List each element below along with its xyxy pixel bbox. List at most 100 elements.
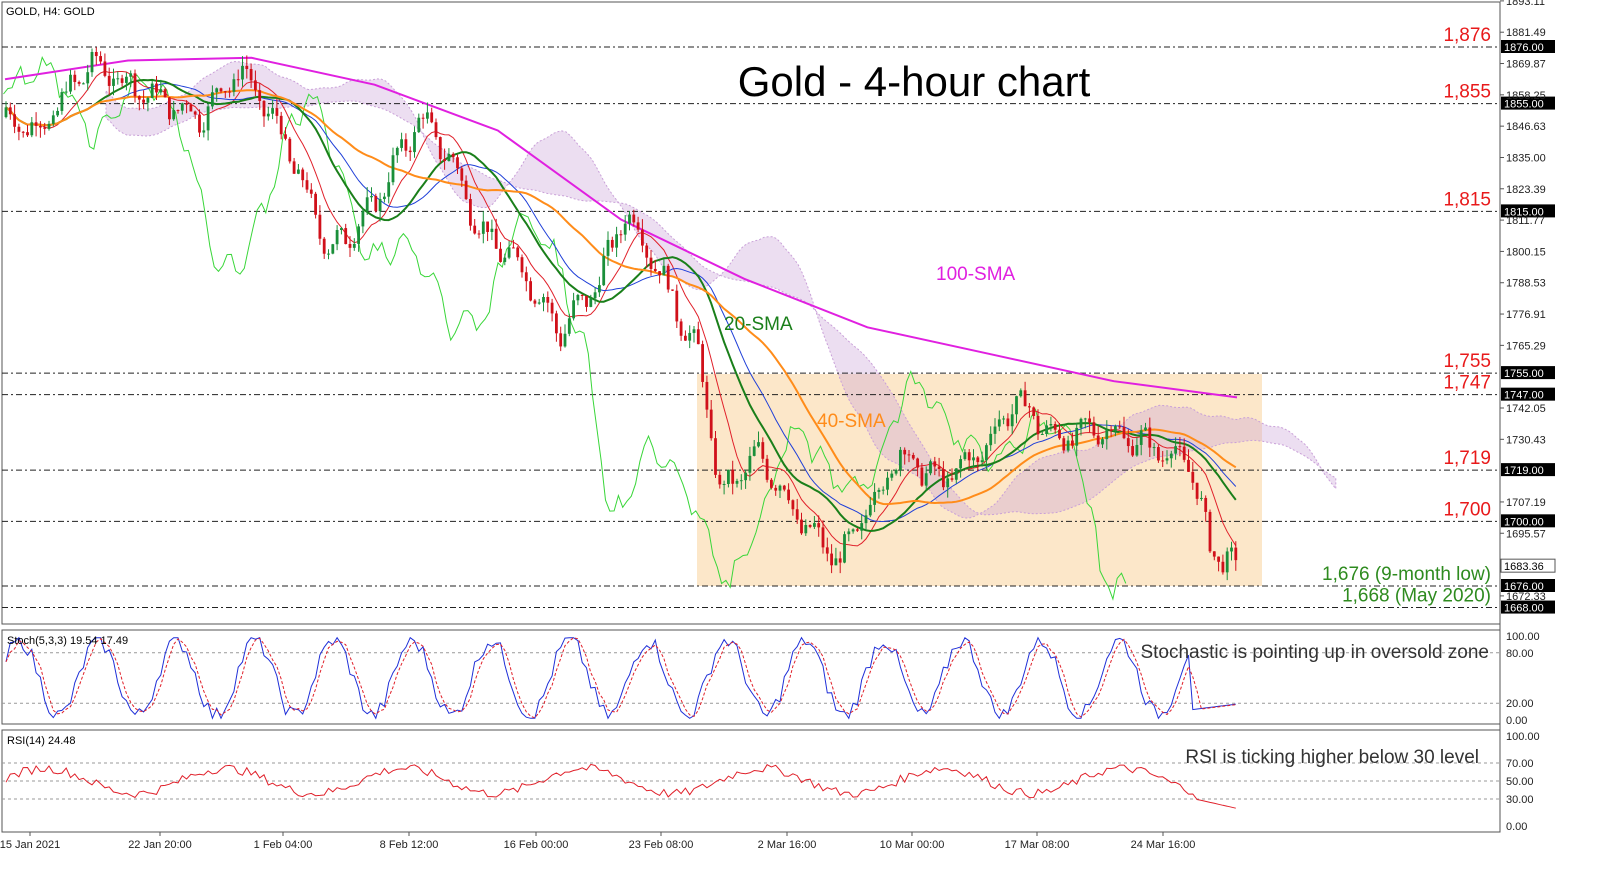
candle-body [189, 104, 193, 112]
candle-body [572, 300, 575, 319]
candle-body [198, 114, 201, 133]
level-price-tag-text: 1876.00 [1504, 42, 1544, 54]
candle-body [529, 281, 532, 301]
candle-body [202, 130, 206, 133]
level-label: 1,755 [1443, 351, 1491, 372]
candle-body [714, 438, 717, 475]
candle-body [211, 92, 214, 107]
candle-body [890, 473, 894, 478]
candlesticks [4, 47, 1238, 581]
candle-body [954, 468, 958, 480]
candle-body [344, 228, 348, 245]
candle-body [1079, 418, 1083, 428]
chart-title: Gold - 4-hour chart [738, 58, 1091, 105]
candle-body [851, 529, 855, 532]
candle-body [576, 294, 580, 301]
candle-body [456, 157, 459, 169]
candle-body [550, 302, 554, 314]
candle-body [959, 459, 962, 469]
candle-body [787, 489, 790, 501]
candle-body [499, 248, 502, 262]
candle-body [886, 477, 889, 490]
price-tick-label: 1893.11 [1506, 0, 1545, 8]
candle-body [421, 117, 425, 119]
candle-body [1212, 551, 1216, 557]
candle-body [1208, 511, 1212, 552]
symbol-label: GOLD, H4: GOLD [6, 6, 95, 18]
candle-body [537, 302, 541, 304]
candle-body [580, 294, 584, 296]
price-tick-label: 1858.25 [1506, 90, 1546, 102]
sma100-annotation: 100-SMA [936, 264, 1016, 285]
candle-body [215, 88, 219, 93]
candle-body [469, 199, 472, 226]
candle-body [507, 247, 511, 258]
stochastic-lines: 100.00 80.00 20.00 0.00 [2, 631, 1540, 727]
level-price-tag-text: 1747.00 [1504, 390, 1544, 402]
candle-body [641, 229, 644, 246]
candle-body [438, 137, 442, 160]
candle-body [327, 253, 330, 255]
stoch-tick-label: 100.00 [1506, 631, 1540, 643]
price-tick-label: 1800.15 [1506, 246, 1546, 258]
candle-body [649, 257, 653, 269]
candle-body [688, 332, 692, 341]
candle-body [51, 115, 55, 124]
level-price-tag [1501, 600, 1555, 614]
candle-body [486, 221, 489, 232]
candle-body [13, 114, 16, 127]
time-tick-label: 22 Jan 20:00 [128, 839, 192, 851]
candle-body [73, 74, 77, 82]
candle-body [718, 474, 722, 485]
candle-body [82, 83, 85, 85]
level-label: 1,700 [1443, 499, 1491, 520]
candle-body [967, 452, 971, 461]
candle-body [477, 233, 481, 235]
candle-body [1071, 440, 1074, 446]
candle-body [1075, 427, 1079, 446]
candle-body [542, 297, 545, 303]
level-price-tag-text: 1815.00 [1504, 206, 1544, 218]
current-price-tag-text: 1683.36 [1504, 561, 1544, 573]
candle-body [864, 515, 868, 524]
candle-body [348, 244, 352, 248]
candle-body [830, 553, 833, 566]
kijun-line [5, 82, 1237, 523]
candle-body [443, 159, 446, 162]
candle-body [1139, 430, 1143, 445]
candle-body [877, 489, 881, 492]
candle-body [331, 244, 335, 254]
candle-body [632, 214, 636, 223]
price-tick-label: 1672.33 [1506, 591, 1546, 603]
candle-body [1221, 561, 1225, 573]
price-tick-label: 1788.53 [1506, 278, 1546, 290]
candle-body [739, 480, 743, 482]
rsi-line [5, 763, 1236, 809]
candle-body [314, 193, 317, 215]
candle-body [112, 78, 115, 86]
candle-body [1182, 446, 1186, 460]
candle-body [615, 234, 618, 248]
rsi-line: 100.00 70.00 50.00 30.00 0.00 [2, 731, 1540, 833]
candle-body [176, 110, 180, 112]
rsi-tick-label: 70.00 [1506, 758, 1534, 770]
candle-body [340, 228, 343, 231]
candle-body [1178, 446, 1182, 448]
candle-body [645, 245, 649, 258]
candle-body [1040, 433, 1044, 435]
price-tick-label: 1846.63 [1506, 121, 1546, 133]
candle-body [473, 225, 477, 234]
candle-body [701, 344, 704, 382]
candle-body [172, 110, 176, 120]
candle-body [426, 112, 429, 119]
level-price-tag-text: 1700.00 [1504, 516, 1544, 528]
candle-body [731, 469, 735, 484]
candle-body [1122, 426, 1126, 439]
candle-body [1045, 425, 1048, 434]
candle-body [868, 504, 872, 516]
candle-body [232, 79, 236, 92]
rsi-tick-label: 30.00 [1506, 794, 1534, 806]
candle-body [1114, 426, 1117, 432]
price-tick-label: 1742.05 [1506, 403, 1546, 415]
candle-body [1161, 460, 1165, 462]
